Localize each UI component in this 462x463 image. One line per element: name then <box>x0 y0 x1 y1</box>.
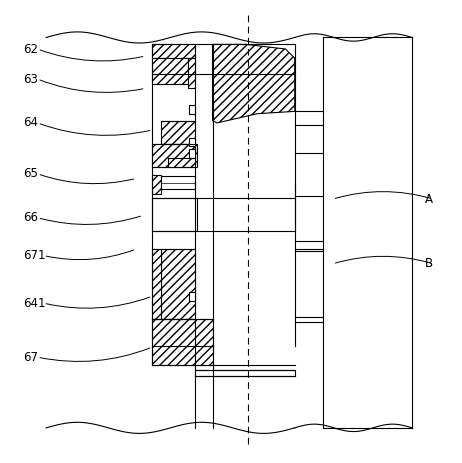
Bar <box>152 144 197 167</box>
Bar <box>188 58 195 88</box>
Text: B: B <box>425 257 433 270</box>
Text: 671: 671 <box>23 249 46 262</box>
Bar <box>161 121 195 144</box>
Bar <box>152 58 188 84</box>
Polygon shape <box>213 44 295 123</box>
Bar <box>152 198 197 231</box>
Bar <box>195 370 295 375</box>
Text: 64: 64 <box>23 116 38 130</box>
Text: 62: 62 <box>23 43 38 56</box>
Bar <box>152 319 213 364</box>
Bar <box>152 44 195 58</box>
Bar <box>189 138 195 146</box>
Bar <box>152 175 161 194</box>
Bar <box>152 249 161 319</box>
Text: 63: 63 <box>23 73 38 86</box>
Bar <box>189 106 195 114</box>
Bar <box>189 293 195 301</box>
Bar <box>189 149 195 157</box>
Text: 65: 65 <box>23 167 38 180</box>
Bar <box>161 249 195 319</box>
Text: 66: 66 <box>23 211 38 224</box>
Text: 641: 641 <box>23 297 46 310</box>
Bar <box>161 176 195 189</box>
Text: A: A <box>425 193 433 206</box>
Text: 67: 67 <box>23 350 38 363</box>
